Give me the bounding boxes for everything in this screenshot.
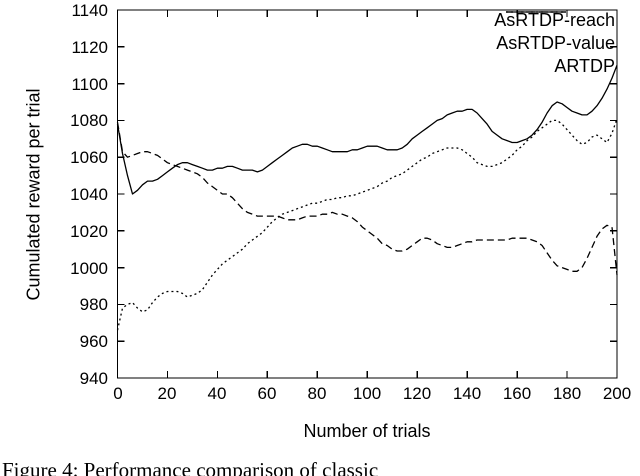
legend-line-dashed-icon: [506, 11, 567, 13]
x-tick-label: 180: [552, 384, 582, 403]
x-tick-label: 80: [307, 384, 327, 403]
x-tick-label: 0: [113, 384, 123, 403]
y-tick-label: 1040: [70, 185, 108, 204]
y-tick-label: 1060: [70, 148, 108, 167]
series-AsRTDP-reach: [116, 64, 618, 195]
y-tick-label: 1020: [70, 222, 108, 241]
x-axis-title: Number of trials: [303, 421, 431, 441]
x-tick-label: 100: [352, 384, 382, 403]
series-AsRTDP-value: [116, 118, 618, 331]
legend-label-reach: AsRTDP-reach: [494, 10, 615, 30]
x-tick-label: 40: [207, 384, 227, 403]
series-ARTDP: [116, 122, 618, 276]
legend-label-artdp: ARTDP: [554, 56, 615, 76]
legend-row-artdp: ARTDP: [494, 11, 615, 78]
y-tick-label: 1000: [70, 259, 108, 278]
y-tick-label: 940: [79, 369, 108, 388]
x-tick-label: 140: [452, 384, 482, 403]
legend-label-value: AsRTDP-value: [496, 33, 615, 53]
figure-caption: Figure 4: Performance comparison of clas…: [2, 458, 379, 476]
y-tick-label: 980: [79, 295, 108, 314]
y-tick-label: 1140: [71, 1, 108, 20]
y-tick-label: 1120: [71, 38, 108, 57]
y-tick-label: 1100: [71, 75, 108, 94]
legend: AsRTDP-reach AsRTDP-value ARTDP: [494, 9, 615, 78]
x-tick-label: 60: [257, 384, 277, 403]
legend-row-value: AsRTDP-value: [494, 11, 615, 55]
x-tick-label: 120: [402, 384, 432, 403]
x-tick-label: 200: [602, 384, 632, 403]
x-tick-label: 160: [502, 384, 532, 403]
y-tick-label: 960: [79, 332, 108, 351]
x-tick-label: 20: [157, 384, 177, 403]
y-tick-label: 1080: [70, 111, 108, 130]
